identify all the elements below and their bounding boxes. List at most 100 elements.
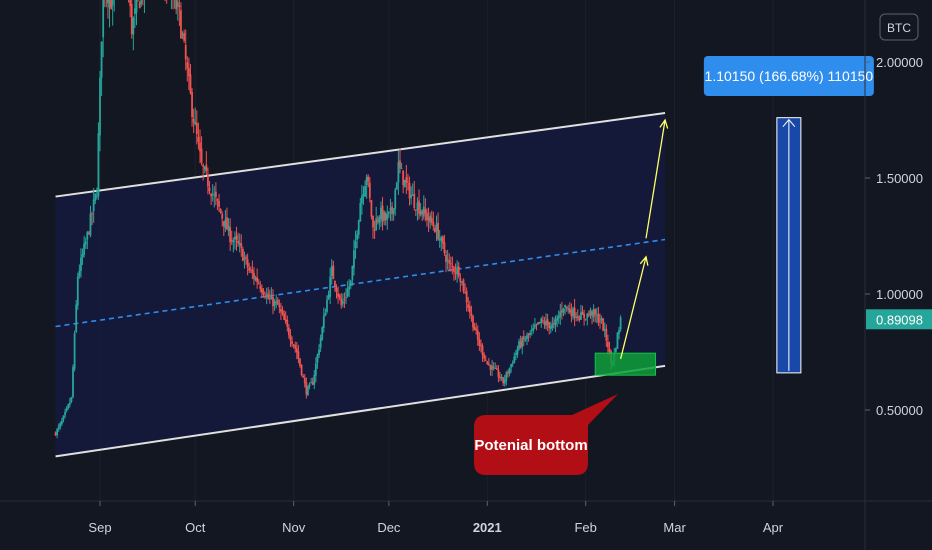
candle (189, 63, 192, 95)
candle (181, 31, 184, 40)
candle (535, 323, 538, 331)
candle (234, 231, 236, 250)
candle (84, 237, 87, 249)
candle (172, 0, 174, 10)
candle-body (70, 397, 73, 402)
candle-body (272, 297, 274, 307)
candle-body (519, 341, 522, 347)
price-axis[interactable]: 2.00000 1.50000 1.00000 0.50000 (865, 55, 923, 418)
candle (583, 309, 586, 326)
candle-body (197, 136, 200, 142)
candle-body (292, 344, 295, 346)
candle (367, 174, 370, 188)
candle (414, 209, 417, 217)
candle (462, 278, 465, 294)
projection-arrow-2[interactable] (645, 118, 669, 239)
candle (207, 167, 209, 195)
candle (526, 332, 528, 346)
candle (329, 267, 332, 305)
candle (67, 403, 70, 410)
candle-body (594, 309, 597, 315)
time-axis[interactable]: Sep Oct Nov Dec 2021 Feb Mar Apr (88, 501, 784, 535)
candle (549, 321, 552, 334)
callout-text: Potenial bottom (474, 437, 587, 454)
candle-body (68, 402, 71, 405)
candle-body (529, 332, 532, 335)
candle-body (618, 330, 620, 334)
candle-body (438, 238, 441, 241)
candle (314, 357, 317, 383)
candle (222, 221, 225, 237)
candle-body (348, 286, 351, 290)
candle (516, 345, 519, 358)
candle-body (560, 310, 563, 312)
currency-badge[interactable]: BTC (879, 13, 919, 41)
candle (546, 313, 549, 332)
candle (607, 334, 609, 355)
candle-body (345, 296, 347, 298)
candle-body (80, 257, 82, 272)
candle (75, 299, 78, 334)
candle (332, 260, 335, 280)
candle (278, 299, 281, 314)
candle-body (483, 354, 486, 359)
time-tick-label: Oct (185, 520, 206, 535)
candle (597, 306, 600, 326)
candle (410, 186, 413, 205)
candle-body (489, 364, 492, 370)
support-zone[interactable] (594, 352, 657, 376)
channel-upper-line[interactable] (55, 112, 666, 198)
candle (524, 335, 527, 342)
candle-body (178, 5, 181, 7)
measure-tool[interactable]: 1.10150 (166.68%) 110150 (703, 56, 874, 374)
candle (543, 316, 546, 329)
candle-body (484, 359, 487, 361)
candle (368, 176, 371, 203)
candle (273, 298, 276, 311)
candle-body (414, 209, 417, 211)
candle-body (459, 277, 462, 282)
candle (529, 330, 532, 339)
candle-body (199, 142, 201, 152)
candle (143, 0, 145, 14)
candle-body (330, 266, 333, 277)
candle-body (241, 248, 244, 261)
candle-body (494, 367, 497, 369)
candle (246, 253, 249, 276)
candle-body (54, 432, 57, 436)
candle (326, 295, 328, 314)
candle (507, 369, 509, 378)
candle (235, 226, 238, 251)
candle-body (600, 318, 603, 321)
candle-body (402, 170, 405, 186)
candle (494, 362, 497, 369)
candle-body (353, 250, 355, 269)
candle (287, 324, 290, 339)
candle-body (392, 208, 395, 214)
candle (214, 182, 217, 206)
candle (245, 254, 247, 265)
candle (430, 210, 433, 226)
candle-body (497, 369, 500, 378)
candle (418, 189, 420, 220)
candle-body (180, 10, 182, 39)
channel-midline[interactable] (55, 238, 666, 328)
candle-body (281, 310, 284, 314)
candle (292, 344, 295, 349)
candle-body (305, 382, 308, 395)
channel-lower-line[interactable] (55, 364, 666, 458)
projection-arrow-1[interactable] (619, 255, 649, 360)
candle (313, 369, 316, 390)
candle-body (262, 290, 265, 295)
candle-body (62, 415, 65, 421)
candle (275, 294, 278, 309)
candle-body (592, 309, 595, 318)
candle-body (313, 374, 316, 385)
candle-body (354, 241, 357, 249)
candle-body (540, 318, 543, 323)
candle (264, 291, 266, 300)
potential-bottom-callout[interactable]: Potenial bottom (474, 394, 618, 475)
candle (337, 286, 339, 304)
candle (478, 332, 481, 351)
